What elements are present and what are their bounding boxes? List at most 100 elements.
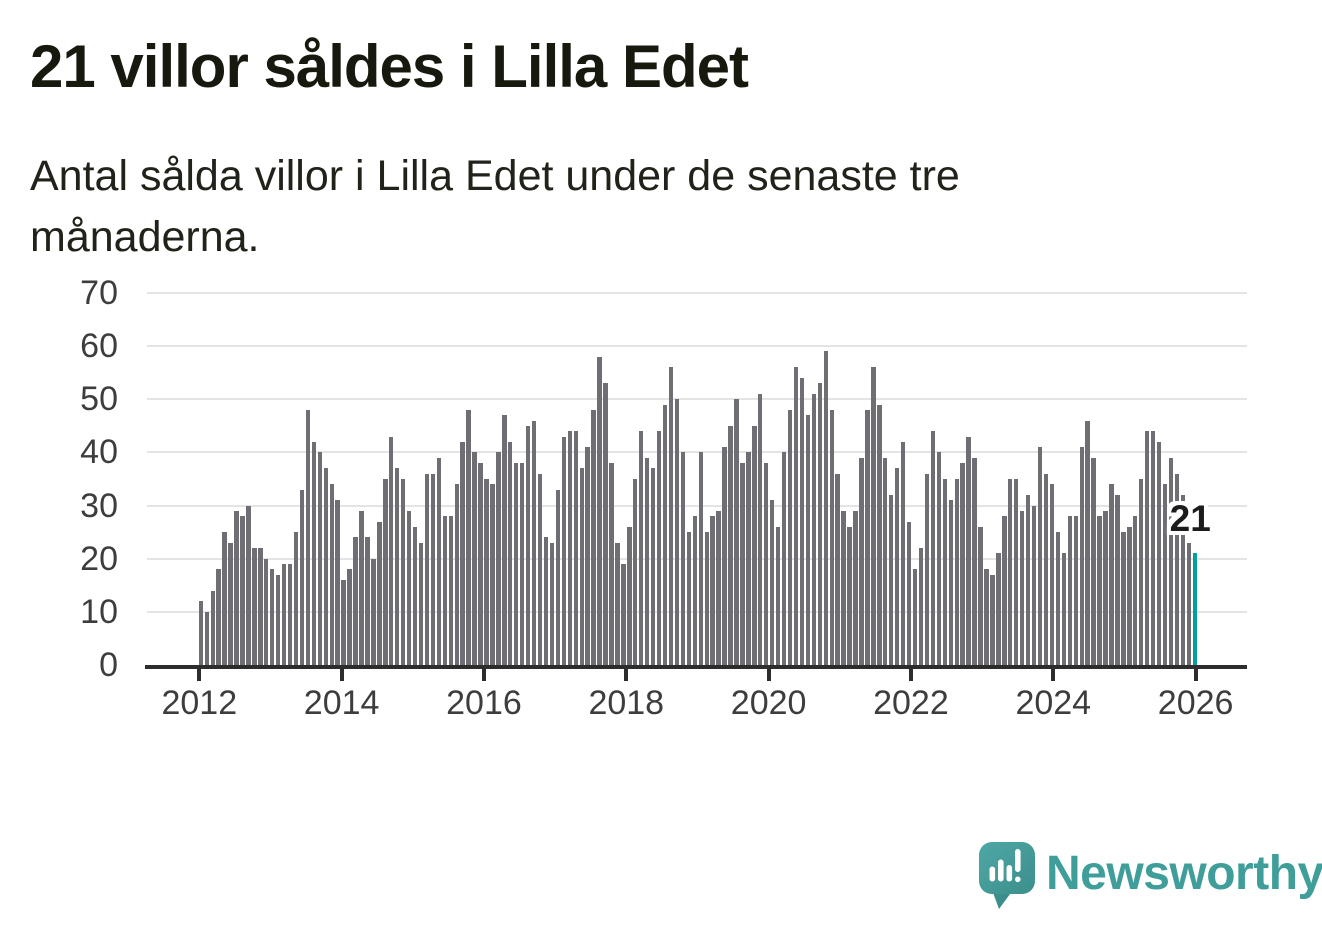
bar	[942, 479, 947, 665]
bar	[1133, 516, 1138, 665]
bar	[734, 399, 739, 665]
bar	[894, 468, 900, 665]
bar	[1085, 420, 1090, 665]
bar	[228, 542, 233, 665]
bar	[621, 564, 626, 665]
bar	[1121, 532, 1126, 665]
bar	[210, 590, 215, 665]
bar	[662, 404, 668, 665]
bar	[1174, 473, 1180, 665]
bar	[1097, 516, 1102, 665]
bar	[781, 452, 787, 665]
bar	[299, 489, 305, 665]
bar	[573, 431, 578, 665]
bar	[656, 431, 662, 665]
bar	[966, 436, 971, 665]
bar	[1186, 542, 1192, 665]
bar	[674, 399, 680, 665]
bar	[996, 553, 1001, 665]
bar	[1061, 553, 1067, 665]
bar	[954, 479, 959, 665]
x-axis-label: 2022	[873, 684, 949, 722]
page-subtitle: Antal sålda villor i Lilla Edet under de…	[30, 152, 960, 261]
bar-chart: 0 10 20 30 40 50 60 70 2012 2014 2016 2018 2020 2022 2…	[80, 274, 1247, 722]
bar	[389, 436, 394, 665]
bar	[1150, 431, 1156, 665]
bar	[847, 526, 852, 665]
bar	[412, 526, 418, 665]
bar	[615, 542, 620, 665]
x-axis-label: 2012	[161, 684, 238, 722]
bar	[918, 548, 924, 665]
bar	[758, 393, 763, 665]
bar	[466, 409, 471, 665]
bar	[799, 378, 805, 665]
newsworthy-wordmark: Newsworthy	[1046, 847, 1322, 900]
bar	[978, 526, 983, 665]
bar	[484, 479, 489, 665]
bar	[275, 574, 281, 665]
bar	[597, 356, 602, 665]
y-axis-label: 20	[80, 539, 118, 578]
bar	[436, 457, 442, 665]
axis-tick	[197, 669, 202, 681]
bar	[924, 473, 930, 665]
bar	[871, 367, 876, 665]
bar	[1144, 431, 1150, 665]
bar	[609, 463, 614, 665]
bar	[1043, 473, 1049, 665]
bar	[591, 409, 596, 665]
bar	[460, 441, 465, 665]
bar	[204, 611, 209, 665]
bar	[704, 532, 709, 665]
gridline	[147, 504, 1247, 507]
bar	[692, 516, 697, 665]
bar	[764, 463, 769, 665]
bar	[984, 569, 989, 665]
gridline	[147, 398, 1247, 401]
bar	[680, 452, 686, 665]
bar	[722, 447, 727, 665]
bar	[383, 479, 388, 665]
bar	[1037, 447, 1043, 665]
bar	[841, 510, 846, 665]
bar	[930, 431, 936, 665]
bar	[579, 468, 584, 665]
bar	[900, 441, 906, 665]
bar	[359, 510, 364, 665]
bar	[859, 457, 864, 665]
bar	[478, 463, 483, 665]
bar	[365, 537, 370, 665]
bar	[775, 526, 781, 665]
axis-tick	[1193, 669, 1198, 681]
gridline	[147, 610, 1247, 613]
bar	[347, 569, 352, 665]
axis-tick	[624, 669, 629, 681]
bar	[835, 473, 840, 665]
bar	[377, 521, 382, 665]
bar	[823, 351, 828, 665]
bar	[853, 510, 858, 665]
bar	[472, 452, 477, 665]
y-axis-label: 70	[80, 274, 118, 312]
x-axis-label: 2026	[1157, 684, 1234, 722]
bar	[549, 542, 555, 665]
bar	[490, 484, 495, 665]
bar	[686, 532, 692, 665]
bar	[805, 415, 811, 665]
bar	[906, 521, 912, 665]
bar	[371, 558, 376, 665]
bar	[829, 409, 834, 665]
bar	[1168, 457, 1174, 665]
bar	[627, 526, 632, 665]
y-axis-label: 30	[80, 486, 118, 525]
bar	[234, 510, 239, 665]
bar	[936, 452, 942, 665]
bar	[520, 463, 525, 665]
bar	[323, 468, 328, 665]
bar	[811, 393, 817, 665]
bar	[1139, 479, 1144, 665]
bar	[240, 516, 245, 665]
bar	[645, 457, 650, 665]
speech-bubble-bar-chart-icon	[979, 842, 1035, 909]
